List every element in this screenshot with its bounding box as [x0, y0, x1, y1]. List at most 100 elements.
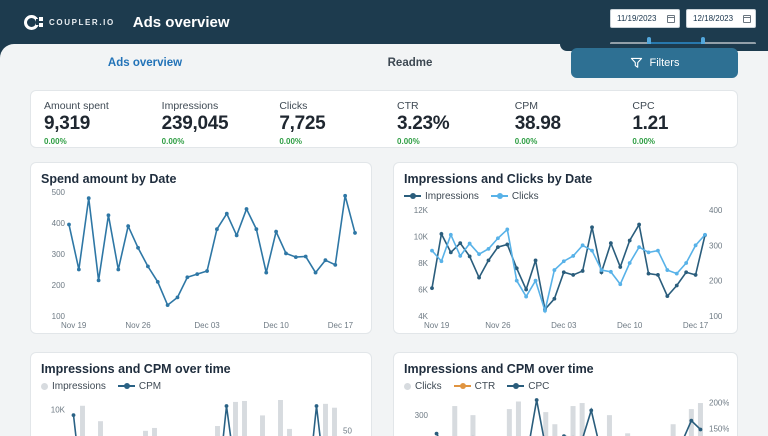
svg-text:100: 100 [52, 312, 66, 321]
svg-text:300: 300 [709, 241, 723, 250]
chart-legend: Impressions CPM [41, 378, 361, 394]
legend-line-icon [404, 193, 421, 199]
tab-readme[interactable]: Readme [387, 57, 433, 69]
legend-item-clicks[interactable]: Clicks [490, 190, 539, 202]
kpi-value: 3.23% [397, 113, 450, 134]
chart-card-impressions-cpm: Impressions and CPM over time Impression… [30, 352, 372, 436]
svg-text:Dec 03: Dec 03 [551, 321, 577, 330]
legend-item-clicks[interactable]: Clicks [404, 381, 442, 392]
kpi-delta: 0.00% [161, 137, 185, 146]
content-area: Ads overview Readme Amount spent 9,319 0… [0, 44, 768, 436]
kpi-label: CPC [632, 100, 655, 112]
legend-label: Impressions [425, 190, 479, 202]
legend-label: Clicks [415, 380, 442, 392]
chart-card-impressions-clicks: Impressions and Clicks by Date Impressio… [393, 162, 738, 334]
kpi-amount-spent: Amount spent 9,319 0.00% [31, 91, 149, 147]
date-range-slider[interactable] [610, 37, 756, 50]
kpi-value: 239,045 [161, 113, 229, 134]
chart-card-spend-by-date: Spend amount by Date 500 400 300 200 100 Nov … [30, 162, 372, 334]
svg-text:Nov 26: Nov 26 [125, 321, 151, 330]
slider-handle-end[interactable] [701, 37, 706, 50]
legend-item-impressions[interactable]: Impressions [404, 191, 479, 202]
date-to-value: 12/18/2023 [693, 14, 734, 23]
chart-title: Impressions and CPM over time [404, 362, 594, 376]
chart-title: Spend amount by Date [41, 172, 177, 186]
filters-button-label: Filters [649, 57, 680, 69]
kpi-value: 1.21 [632, 113, 669, 134]
kpi-cpc: CPC 1.21 0.00% [619, 91, 737, 147]
date-from-input[interactable]: 11/19/2023 [610, 9, 680, 28]
kpi-label: Clicks [279, 100, 308, 112]
legend-line-icon [453, 383, 471, 389]
date-to-input[interactable]: 12/18/2023 [686, 9, 756, 28]
svg-text:Dec 10: Dec 10 [617, 321, 643, 330]
legend-line-icon [507, 383, 525, 389]
svg-text:12K: 12K [414, 206, 429, 215]
svg-text:Dec 10: Dec 10 [263, 321, 289, 330]
svg-text:400: 400 [709, 206, 723, 215]
kpi-delta: 0.00% [632, 137, 656, 146]
kpi-summary-card: Amount spent 9,319 0.00% Impressions 239… [30, 90, 738, 148]
svg-text:400: 400 [52, 219, 66, 228]
date-from-value: 11/19/2023 [617, 14, 657, 23]
date-range-controls: 11/19/2023 12/18/2023 [610, 9, 756, 50]
chart-legend: Clicks CTR CPC [404, 378, 727, 394]
kpi-delta: 0.00% [514, 137, 538, 146]
brand-name: COUPLER.IO [49, 17, 115, 27]
kpi-label: CTR [397, 100, 419, 112]
calendar-icon[interactable] [667, 14, 675, 23]
svg-text:200: 200 [52, 281, 66, 290]
legend-item-cpc[interactable]: CPC [507, 381, 549, 392]
filters-button[interactable]: Filters [571, 48, 738, 78]
svg-text:100: 100 [709, 312, 723, 321]
legend-label: CPM [138, 380, 162, 392]
tab-bar: Ads overview Readme [0, 44, 768, 82]
kpi-impressions: Impressions 239,045 0.00% [149, 91, 267, 147]
svg-text:10K: 10K [51, 406, 66, 415]
coupler-logo-icon [24, 13, 43, 31]
legend-line-icon [117, 383, 135, 389]
app-header: COUPLER.IO Ads overview 11/19/2023 12/18… [0, 0, 768, 50]
svg-text:4K: 4K [418, 312, 428, 321]
funnel-icon [630, 57, 642, 68]
legend-label: Clicks [511, 190, 539, 202]
svg-text:300: 300 [415, 411, 429, 420]
coupler-logo: COUPLER.IO [24, 13, 115, 31]
svg-text:Dec 17: Dec 17 [683, 321, 709, 330]
legend-item-cpm[interactable]: CPM [117, 380, 162, 392]
svg-text:200%: 200% [709, 399, 729, 408]
page-title: Ads overview [132, 13, 230, 31]
chart-title: Impressions and Clicks by Date [404, 172, 593, 186]
header-extension [560, 44, 768, 51]
kpi-delta: 0.00% [279, 137, 303, 146]
legend-item-ctr[interactable]: CTR [453, 380, 496, 392]
legend-line-icon [490, 193, 508, 199]
calendar-icon[interactable] [743, 14, 751, 23]
svg-text:150%: 150% [709, 424, 729, 433]
kpi-delta: 0.00% [397, 137, 420, 146]
kpi-value: 9,319 [44, 113, 91, 134]
svg-text:Dec 03: Dec 03 [194, 321, 220, 330]
legend-label: CTR [474, 380, 496, 392]
legend-label: Impressions [52, 380, 106, 392]
svg-text:50: 50 [343, 426, 352, 435]
legend-item-impressions[interactable]: Impressions [41, 381, 106, 392]
slider-handle-start[interactable] [647, 37, 652, 50]
kpi-label: CPM [514, 100, 539, 112]
svg-text:Nov 19: Nov 19 [424, 321, 450, 330]
kpi-delta: 0.00% [44, 137, 67, 146]
svg-text:8K: 8K [418, 259, 428, 268]
kpi-cpm: CPM 38.98 0.00% [502, 91, 620, 147]
kpi-value: 38.98 [514, 113, 561, 134]
svg-text:300: 300 [52, 250, 66, 259]
svg-text:500: 500 [52, 188, 66, 197]
legend-dot-icon [41, 382, 48, 390]
svg-text:10K: 10K [414, 233, 429, 242]
kpi-clicks: Clicks 7,725 0.00% [266, 91, 384, 147]
kpi-label: Impressions [161, 100, 219, 112]
tab-ads-overview[interactable]: Ads overview [107, 57, 183, 69]
svg-text:Nov 19: Nov 19 [61, 321, 87, 330]
